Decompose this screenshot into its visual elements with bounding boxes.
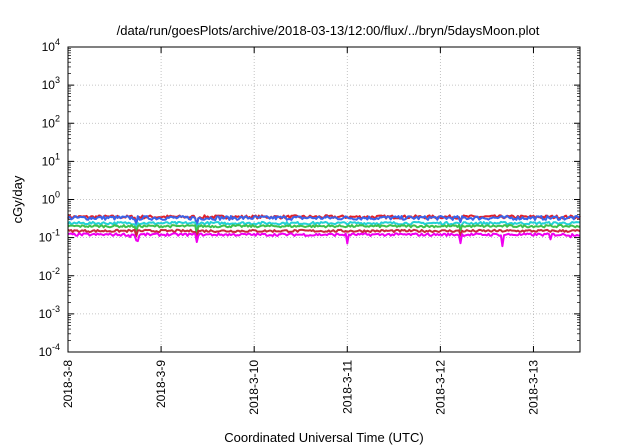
y-tick-label: 104	[42, 37, 60, 54]
x-tick-label: 2018-3-12	[433, 360, 447, 415]
series-line	[67, 224, 581, 236]
x-tick-label: 2018-3-8	[61, 360, 75, 408]
x-tick-label: 2018-3-9	[154, 360, 168, 408]
x-tick-label: 2018-3-11	[340, 360, 354, 414]
series-line	[67, 232, 581, 248]
y-axis-label: cGy/day	[10, 175, 25, 223]
y-tick-label: 100	[42, 190, 60, 207]
y-tick-label: 10-4	[39, 342, 60, 359]
y-tick-label: 102	[42, 113, 60, 130]
plot-frame	[67, 46, 581, 353]
series-line	[67, 215, 581, 228]
chart-title: /data/run/goesPlots/archive/2018-03-13/1…	[117, 23, 540, 38]
series-line	[67, 220, 581, 232]
x-tick-label: 2018-3-10	[247, 360, 261, 415]
y-tick-label: 10-3	[39, 304, 60, 321]
y-tick-label: 101	[42, 151, 60, 168]
x-tick-label: 2018-3-13	[526, 360, 540, 415]
y-tick-label: 10-1	[39, 228, 60, 245]
y-tick-label: 10-2	[39, 266, 60, 283]
series-line	[67, 228, 581, 239]
y-tick-label: 103	[42, 75, 60, 92]
x-axis-label: Coordinated Universal Time (UTC)	[224, 430, 423, 445]
